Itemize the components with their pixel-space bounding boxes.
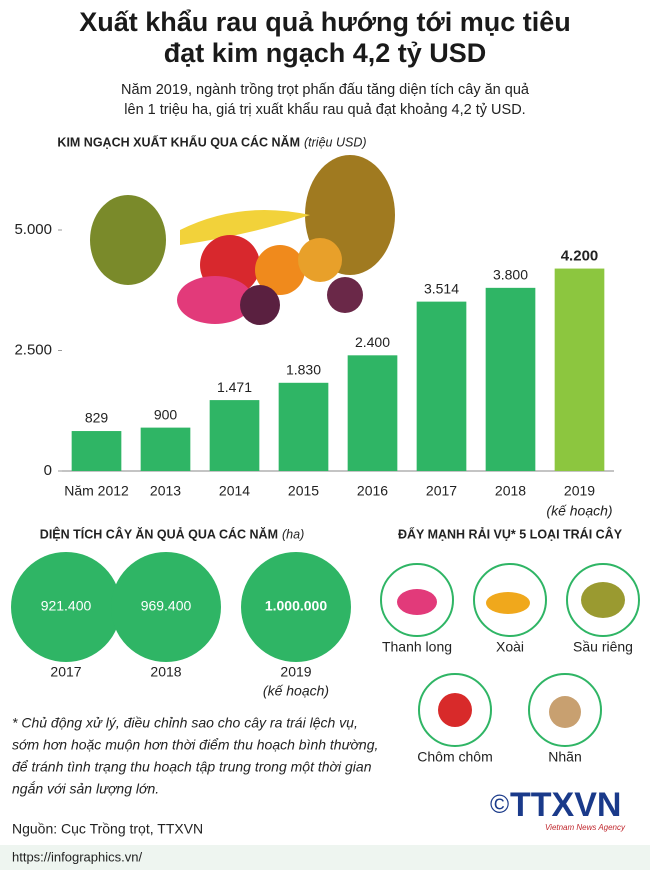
footnote-line: * Chủ động xử lý, điều chỉnh sao cho cây… (12, 715, 358, 731)
x-tick-label: Năm 2012 (64, 483, 129, 499)
value-label: 829 (85, 410, 109, 426)
area-year: 2018 (150, 664, 181, 680)
subtitle: Năm 2019, ngành trồng trọt phấn đấu tăng… (121, 82, 530, 98)
footnote-line: ngắn với sản lượng lớn. (12, 781, 159, 797)
title: Xuất khẩu rau quả hướng tới mục tiêu (79, 7, 570, 37)
value-label: 1.471 (217, 379, 252, 395)
bar (416, 301, 467, 471)
area-year: 2019 (280, 664, 311, 680)
value-label: 3.514 (424, 280, 459, 296)
area-value: 1.000.000 (265, 598, 327, 614)
area-note: (kế hoạch) (263, 683, 329, 699)
title: đạt kim ngạch 4,2 tỷ USD (164, 38, 487, 68)
value-label: 2.400 (355, 334, 390, 350)
area-section: DIỆN TÍCH CÂY ĂN QUẢ QUA CÁC NĂM (ha) 92… (11, 526, 351, 699)
x-tick-label: 2015 (288, 483, 319, 499)
x-tick-label: 2017 (426, 483, 457, 499)
x-tick-label: 2019 (564, 483, 595, 499)
bar (347, 355, 398, 471)
value-label: 900 (154, 406, 178, 422)
logo-tagline: Vietnam News Agency (545, 823, 626, 832)
fruit-name: Chôm chôm (417, 749, 492, 765)
section-unit: (ha) (282, 527, 304, 541)
y-tick-label: 2.500 (14, 341, 52, 358)
area-year: 2017 (50, 664, 81, 680)
fruit-name: Nhãn (548, 749, 581, 765)
url[interactable]: https://infographics.vn/ (12, 849, 142, 864)
area-value: 921.400 (41, 598, 92, 614)
fruit-illustration (90, 155, 395, 325)
footnote-line: sớm hơn hoặc muộn hơn thời điểm thu hoạc… (12, 737, 378, 753)
x-tick-label: 2013 (150, 483, 181, 499)
footnote: * Chủ động xử lý, điều chỉnh sao cho cây… (12, 715, 378, 797)
x-tick-note: (kế hoạch) (546, 503, 612, 519)
x-tick-label: 2014 (219, 483, 250, 499)
footer-bar (0, 845, 650, 870)
chart-unit: (triệu USD) (304, 135, 367, 149)
chart-title: KIM NGẠCH XUẤT KHẨU QUA CÁC NĂM (57, 134, 300, 149)
value-label: 1.830 (286, 361, 321, 377)
x-tick-label: 2018 (495, 483, 526, 499)
fruits-section: ĐẨY MẠNH RẢI VỤ* 5 LOẠI TRÁI CÂY Thanh l… (380, 526, 640, 765)
fruit-name: Sầu riêng (573, 639, 633, 655)
value-label: 4.200 (561, 248, 599, 265)
fruit-name: Xoài (496, 639, 524, 655)
footnote-line: để tránh tình trạng thu hoạch tập trung … (12, 759, 372, 775)
bar (71, 431, 122, 471)
x-tick-label: 2016 (357, 483, 388, 499)
y-tick-label: 0 (44, 462, 52, 479)
bar (554, 268, 605, 471)
area-value: 969.400 (141, 598, 192, 614)
logo-mark: © (490, 789, 509, 819)
y-tick-label: 5.000 (14, 221, 52, 238)
source: Nguồn: Cục Trồng trọt, TTXVN (12, 821, 203, 837)
fruit-name: Thanh long (382, 639, 452, 655)
section-title: ĐẨY MẠNH RẢI VỤ* 5 LOẠI TRÁI CÂY (398, 526, 623, 541)
logo-name: TTXVN (510, 786, 621, 824)
bar (485, 287, 536, 471)
bar (278, 382, 329, 471)
section-title: DIỆN TÍCH CÂY ĂN QUẢ QUA CÁC NĂM (40, 526, 278, 541)
value-label: 3.800 (493, 267, 528, 283)
bar (209, 400, 260, 471)
subtitle: lên 1 triệu ha, giá trị xuất khẩu rau qu… (124, 102, 525, 118)
bar (140, 427, 191, 471)
